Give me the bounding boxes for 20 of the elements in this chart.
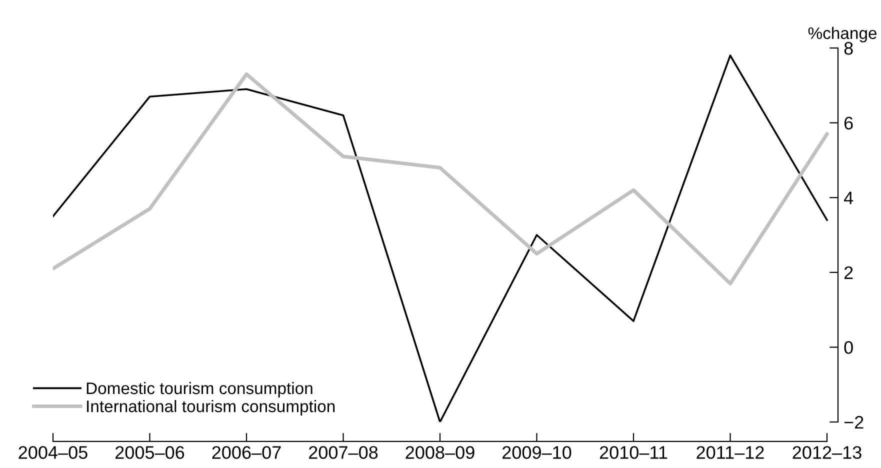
x-tick-label: 2004–05	[18, 446, 88, 459]
legend-label: Domestic tourism consumption	[86, 382, 312, 398]
y-tick-label: 4	[844, 192, 854, 204]
legend-label: International tourism consumption	[87, 400, 335, 416]
line-series	[53, 54, 828, 422]
y-tick-label: −2	[844, 416, 864, 429]
x-tick-label: 2005–06	[116, 446, 184, 459]
y-tick-label: 6	[844, 116, 853, 130]
x-tick-label: 2007–08	[309, 446, 378, 459]
x-tick-label: 2008–09	[406, 446, 474, 459]
y-tick-label: 2	[844, 266, 853, 279]
x-tick-label: 2006–07	[212, 446, 281, 459]
y-tick-label: 0	[844, 341, 853, 354]
x-tick-label: 2012–13	[792, 446, 862, 459]
x-tick-label: 2011–12	[696, 446, 764, 459]
line-series	[53, 72, 829, 286]
y-axis-title: %change	[808, 26, 877, 42]
x-tick-label: 2010–11	[600, 446, 668, 459]
y-tick-label: 8	[844, 42, 853, 55]
x-tick-label: 2009–10	[502, 446, 572, 459]
